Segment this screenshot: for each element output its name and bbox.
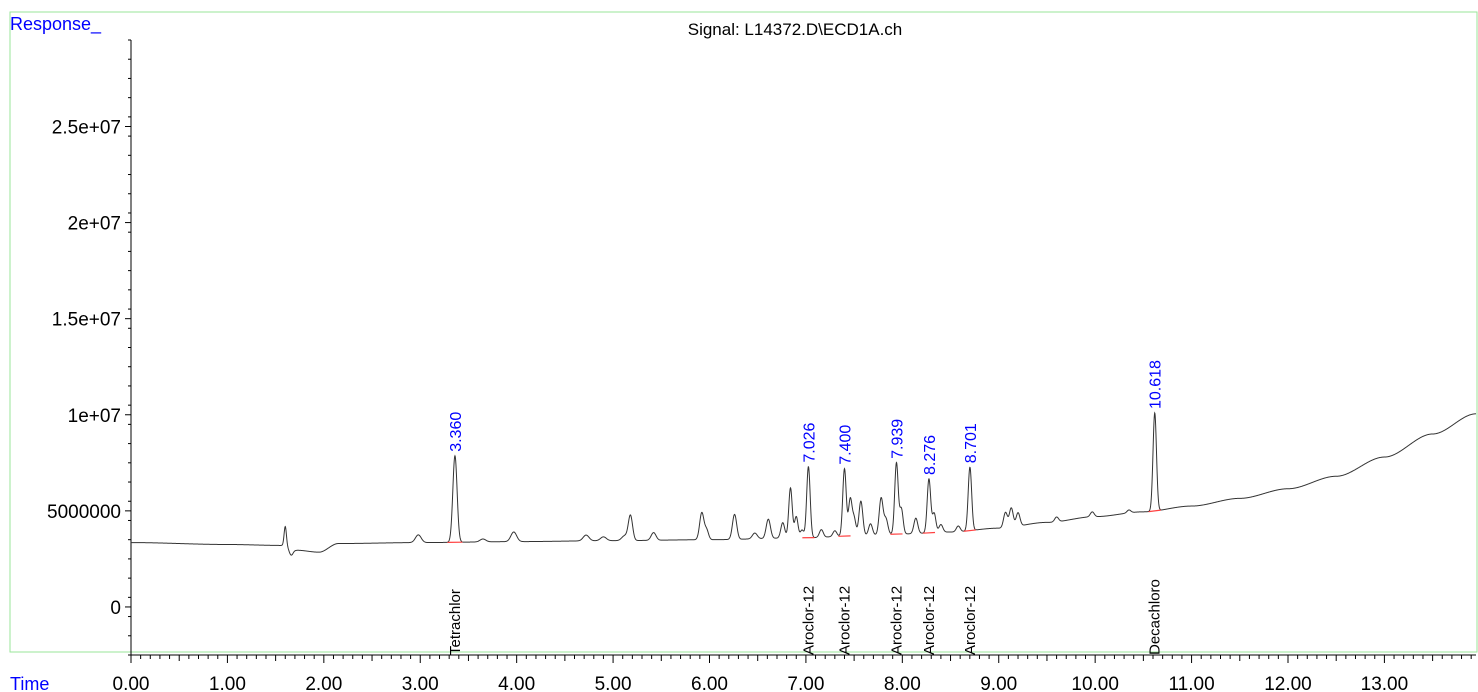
peak-rt-label: 8.276 [922,435,939,475]
plot-frame [9,11,1478,653]
x-tick-label: 6.00 [691,674,728,692]
y-tick-label: 2.5e+07 [52,117,121,138]
x-tick-label: 1.00 [209,674,246,692]
x-tick-label: 2.00 [305,674,342,692]
y-tick-label: 2e+07 [68,214,121,235]
peak-compound-label: Aroclor-12 [962,586,979,655]
x-tick-label: 7.00 [787,674,824,692]
chart-title: Signal: L14372.D\ECD1A.ch [688,20,903,39]
x-tick-label: 0.00 [113,674,150,692]
x-tick-label: 8.00 [884,674,921,692]
x-tick-label: 4.00 [498,674,535,692]
integration-baseline [1148,509,1161,513]
y-axis-label: Response_ [10,14,102,35]
signal-trace [131,411,1477,556]
x-tick-label: 11.00 [1169,674,1215,692]
y-tick-label: 1.5e+07 [52,310,121,331]
x-tick-label: 10.00 [1071,674,1119,692]
y-tick-label: 1e+07 [68,406,121,427]
peak-rt-label: 10.618 [1148,360,1165,409]
integration-baseline [963,529,977,532]
peak-compound-label: Aroclor-12 [888,586,905,655]
peak-rt-label: 7.939 [889,419,906,459]
x-tick-label: 9.00 [980,674,1017,692]
signal-trace-group [131,411,1477,556]
peak-labels: 3.360 Tetrachlor 7.026 Aroclor-12 7.400 Arocl… [447,360,1165,655]
axes: 0 5000000 1e+07 1.5e+07 2e+07 2.5e+07 0.00 1.00… [47,39,1476,692]
integration-baseline [922,531,936,534]
peak-compound-label: Tetrachlor [447,589,464,655]
peak-rt-label: 8.701 [963,423,980,463]
x-tick-label: 5.00 [595,674,632,692]
x-axis-label: Time [10,674,49,692]
peak-compound-label: Aroclor-12 [800,586,817,655]
x-tick-label: 12.00 [1264,674,1312,692]
x-tick-label: 13.00 [1361,674,1409,692]
y-tick-label: 0 [110,598,121,619]
peak-compound-label: Aroclor-12 [921,586,938,655]
x-tick-label: 3.00 [402,674,439,692]
peak-compound-label: Aroclor-12 [836,586,853,655]
peak-rt-label: 3.360 [448,412,465,452]
peak-rt-label: 7.400 [837,425,854,465]
peak-rt-label: 7.026 [801,423,818,463]
peak-compound-label: Decachloro [1147,579,1164,655]
y-tick-label: 5000000 [47,502,121,523]
